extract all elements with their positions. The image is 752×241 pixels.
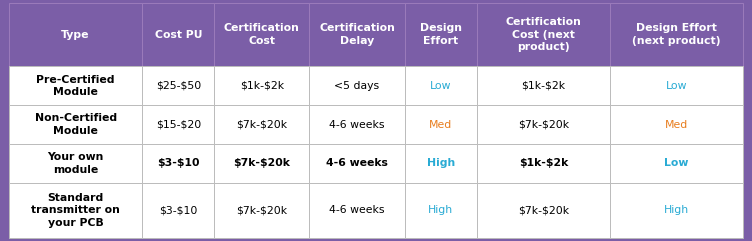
- Bar: [405, 183, 477, 238]
- Bar: [405, 67, 477, 105]
- Text: Certification
Delay: Certification Delay: [319, 23, 395, 46]
- Bar: [214, 183, 310, 238]
- Bar: [310, 183, 405, 238]
- Text: Low: Low: [666, 81, 687, 91]
- Bar: [405, 105, 477, 144]
- Bar: [310, 144, 405, 183]
- Text: Med: Med: [429, 120, 452, 130]
- Bar: [610, 67, 743, 105]
- Text: Design Effort
(next product): Design Effort (next product): [632, 23, 720, 46]
- Bar: [610, 144, 743, 183]
- Bar: [9, 3, 142, 67]
- Bar: [477, 144, 610, 183]
- Bar: [610, 183, 743, 238]
- Text: \$7k-\$20k: \$7k-\$20k: [233, 158, 290, 168]
- Text: Design
Effort: Design Effort: [420, 23, 462, 46]
- Bar: [405, 144, 477, 183]
- Text: <5 days: <5 days: [335, 81, 380, 91]
- Text: Certification
Cost: Certification Cost: [224, 23, 300, 46]
- Text: Non-Certified
Module: Non-Certified Module: [35, 114, 117, 136]
- Text: \$7k-\$20k: \$7k-\$20k: [236, 206, 287, 215]
- Text: Cost PU: Cost PU: [154, 30, 202, 40]
- Bar: [214, 105, 310, 144]
- Bar: [214, 3, 310, 67]
- Text: Your own
module: Your own module: [47, 152, 104, 175]
- Text: \$3-\$10: \$3-\$10: [157, 158, 199, 168]
- Bar: [310, 67, 405, 105]
- Bar: [9, 67, 142, 105]
- Bar: [9, 144, 142, 183]
- Text: \$7k-\$20k: \$7k-\$20k: [518, 206, 569, 215]
- Text: Type: Type: [62, 30, 89, 40]
- Text: \$3-\$10: \$3-\$10: [159, 206, 198, 215]
- Text: \$7k-\$20k: \$7k-\$20k: [236, 120, 287, 130]
- Text: Standard
transmitter on
your PCB: Standard transmitter on your PCB: [31, 193, 120, 228]
- Text: High: High: [426, 158, 455, 168]
- Text: Med: Med: [665, 120, 688, 130]
- Text: Low: Low: [430, 81, 451, 91]
- Bar: [405, 3, 477, 67]
- Text: \$7k-\$20k: \$7k-\$20k: [518, 120, 569, 130]
- Bar: [477, 105, 610, 144]
- Bar: [142, 183, 214, 238]
- Text: \$15-\$20: \$15-\$20: [156, 120, 201, 130]
- Bar: [610, 105, 743, 144]
- Text: High: High: [428, 206, 453, 215]
- Bar: [142, 67, 214, 105]
- Text: High: High: [664, 206, 689, 215]
- Bar: [610, 3, 743, 67]
- Text: Low: Low: [664, 158, 689, 168]
- Bar: [214, 144, 310, 183]
- Bar: [142, 3, 214, 67]
- Bar: [310, 105, 405, 144]
- Text: 4-6 weeks: 4-6 weeks: [326, 158, 388, 168]
- Text: 4-6 weeks: 4-6 weeks: [329, 206, 385, 215]
- Text: Pre-Certified
Module: Pre-Certified Module: [36, 75, 115, 97]
- Text: Certification
Cost (next
product): Certification Cost (next product): [505, 17, 581, 52]
- Bar: [477, 67, 610, 105]
- Text: 4-6 weeks: 4-6 weeks: [329, 120, 385, 130]
- Bar: [142, 144, 214, 183]
- Bar: [214, 67, 310, 105]
- Bar: [9, 183, 142, 238]
- Text: \$1k-\$2k: \$1k-\$2k: [240, 81, 284, 91]
- Bar: [9, 105, 142, 144]
- Bar: [142, 105, 214, 144]
- Text: \$25-\$50: \$25-\$50: [156, 81, 201, 91]
- Text: \$1k-\$2k: \$1k-\$2k: [521, 81, 566, 91]
- Text: \$1k-\$2k: \$1k-\$2k: [519, 158, 568, 168]
- Bar: [477, 183, 610, 238]
- Bar: [477, 3, 610, 67]
- Bar: [310, 3, 405, 67]
